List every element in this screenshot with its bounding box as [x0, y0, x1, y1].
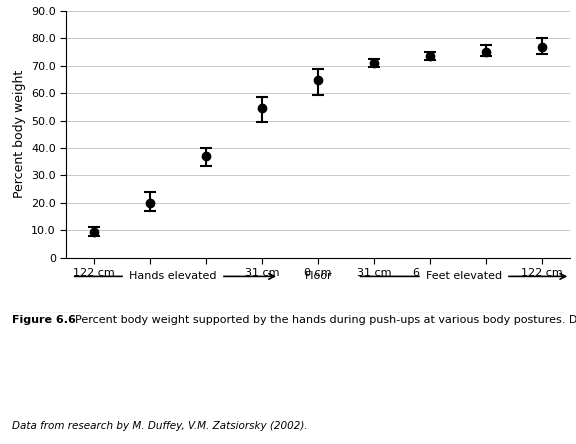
Text: Data from research by M. Duffey, V.M. Zatsiorsky (2002).: Data from research by M. Duffey, V.M. Za…: [12, 421, 307, 431]
Y-axis label: Percent body weight: Percent body weight: [13, 70, 25, 198]
Text: Percent body weight supported by the hands during push-ups at various body postu: Percent body weight supported by the han…: [75, 315, 576, 325]
Text: Feet elevated: Feet elevated: [426, 271, 502, 281]
Text: Hands elevated: Hands elevated: [129, 271, 217, 281]
Text: Figure 6.6: Figure 6.6: [12, 315, 75, 325]
Text: Floor: Floor: [305, 271, 332, 281]
